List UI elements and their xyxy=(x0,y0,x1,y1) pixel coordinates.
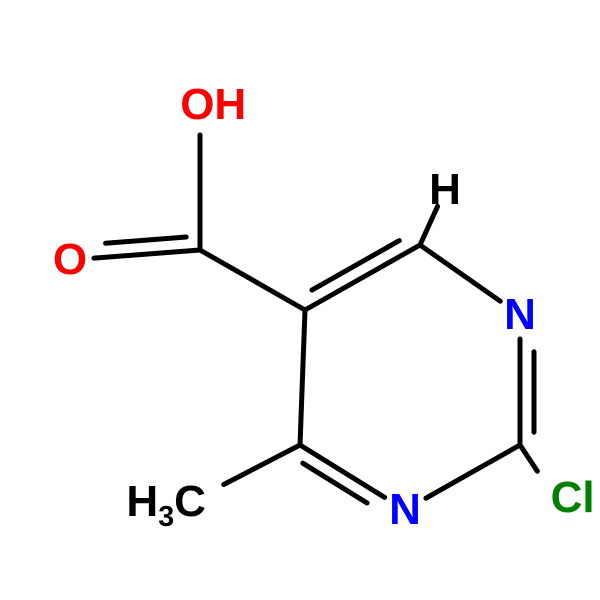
atom-n3: N xyxy=(389,488,421,532)
atom-cl: Cl xyxy=(551,476,595,520)
molecule-canvas: OHOHNClNH3C xyxy=(0,0,600,600)
atom-c6h: H xyxy=(429,168,461,212)
atom-n1: N xyxy=(504,293,536,337)
atom-cme: H3C xyxy=(126,480,205,524)
atom-c_oh: OH xyxy=(180,83,246,127)
atom-c_o: O xyxy=(53,238,87,282)
